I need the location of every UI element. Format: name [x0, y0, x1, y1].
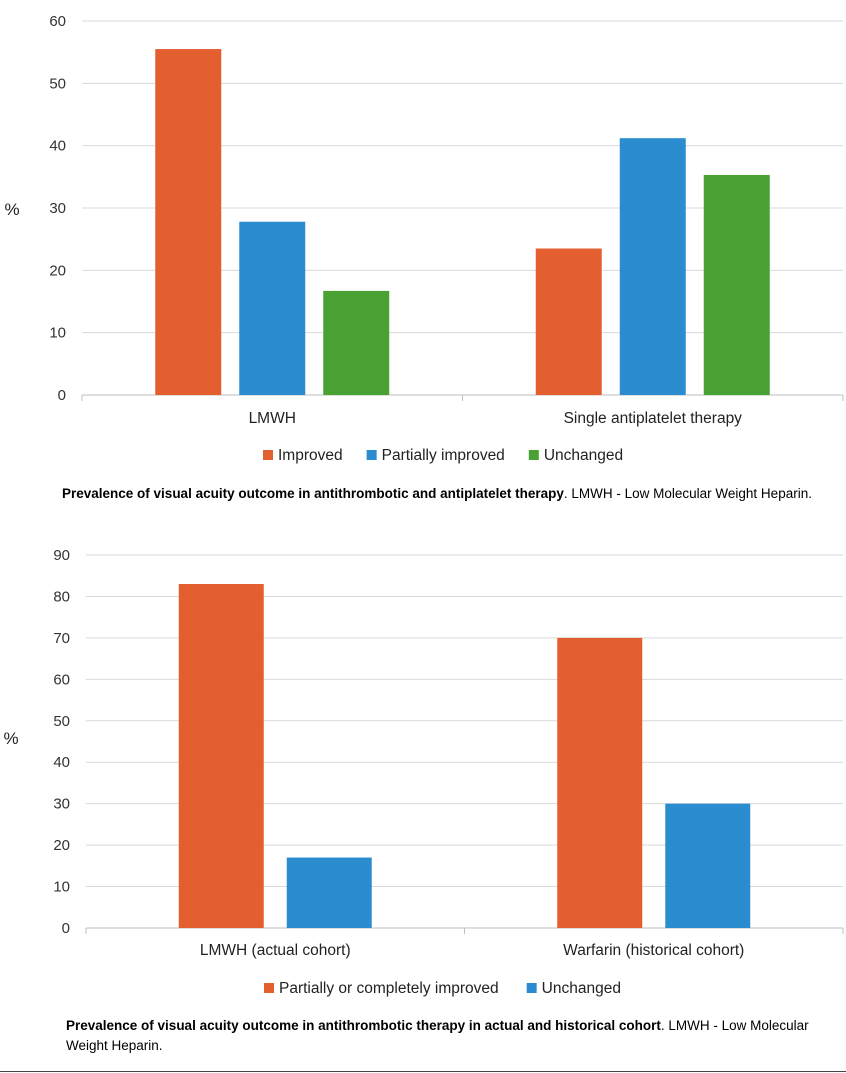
- chart-1-plot: 0 10 20 30 40 50 60% LMWH Single antiplatelet th…: [4, 13, 844, 464]
- chart-1: 0 10 20 30 40 50 60% LMWH Single antiplatelet th…: [0, 0, 846, 530]
- chart-1-bar: [535, 248, 602, 395]
- chart-2-legend-swatch: [264, 983, 274, 993]
- chart-1-bar: [619, 138, 686, 396]
- chart-1-legend-swatch: [263, 450, 273, 460]
- chart-2-bar: [178, 584, 264, 928]
- chart-1-bar: [323, 290, 390, 395]
- chart-1-legend-swatch: [366, 450, 377, 460]
- chart-1-category-label: LMWH: [249, 410, 296, 427]
- chart-1-caption-note: . LMWH - Low Molecular Weight Heparin.: [563, 486, 812, 501]
- chart-1-legend-label: Unchanged: [544, 447, 623, 464]
- chart-1-legend-swatch: [528, 450, 539, 460]
- chart-1-caption-title: Prevalence of visual acuity outcome in a…: [62, 486, 564, 501]
- bottom-border: [0, 1071, 846, 1072]
- chart-1-y-tick-label: 60: [49, 13, 66, 30]
- chart-2-legend-swatch: [526, 983, 537, 993]
- chart-1-y-axis-label: %: [4, 200, 19, 219]
- chart-2-y-tick-label: 70: [53, 630, 70, 647]
- chart-2-legend-label: Unchanged: [542, 980, 621, 997]
- chart-2: 0 10 20 30 40 50 60 70 80 90% LMWH (actual cohort)…: [0, 530, 846, 1073]
- chart-2-y-tick-label: 40: [53, 754, 70, 771]
- chart-1-y-tick-label: 20: [49, 262, 66, 279]
- chart-1-bar: [155, 49, 222, 396]
- chart-1-y-tick-label: 10: [49, 325, 66, 342]
- chart-2-bar: [665, 803, 751, 928]
- chart-2-y-tick-label: 90: [53, 547, 70, 564]
- chart-2-y-tick-label: 60: [53, 671, 70, 688]
- chart-2-legend-label: Partially or completely improved: [279, 980, 499, 997]
- chart-1-legend-label: Improved: [278, 447, 343, 464]
- chart-1-category-label: Single antiplatelet therapy: [564, 410, 743, 427]
- chart-2-bar: [286, 857, 372, 928]
- chart-1-y-tick-label: 30: [49, 200, 66, 217]
- chart-2-category-label: LMWH (actual cohort): [200, 942, 351, 959]
- chart-1-y-tick-label: 50: [49, 75, 66, 92]
- chart-2-y-axis-label: %: [3, 729, 18, 748]
- chart-2-category-label: Warfarin (historical cohort): [563, 942, 744, 959]
- chart-1-y-tick-label: 40: [49, 138, 66, 155]
- chart-2-caption-note: . LMWH - Low Molecular Weight Heparin.: [66, 1018, 809, 1053]
- chart-2-bar: [557, 637, 643, 928]
- chart-2-y-tick-label: 30: [53, 796, 70, 813]
- chart-2-y-tick-label: 80: [53, 588, 70, 605]
- chart-2-caption: Prevalence of visual acuity outcome in a…: [66, 1016, 826, 1056]
- chart-2-y-tick-label: 10: [53, 879, 70, 896]
- chart-2-caption-title: Prevalence of visual acuity outcome in a…: [66, 1018, 661, 1033]
- chart-2-plot: 0 10 20 30 40 50 60 70 80 90% LMWH (actual cohort)…: [3, 547, 844, 997]
- chart-1-y-tick-label: 0: [58, 387, 66, 404]
- chart-2-y-tick-label: 50: [53, 713, 70, 730]
- chart-2-y-tick-label: 20: [53, 837, 70, 854]
- chart-2-y-tick-label: 0: [62, 920, 70, 937]
- chart-1-bar: [703, 174, 770, 395]
- chart-1-caption: Prevalence of visual acuity outcome in a…: [62, 484, 822, 504]
- chart-1-bar: [239, 221, 306, 395]
- chart-1-legend-label: Partially improved: [382, 447, 505, 464]
